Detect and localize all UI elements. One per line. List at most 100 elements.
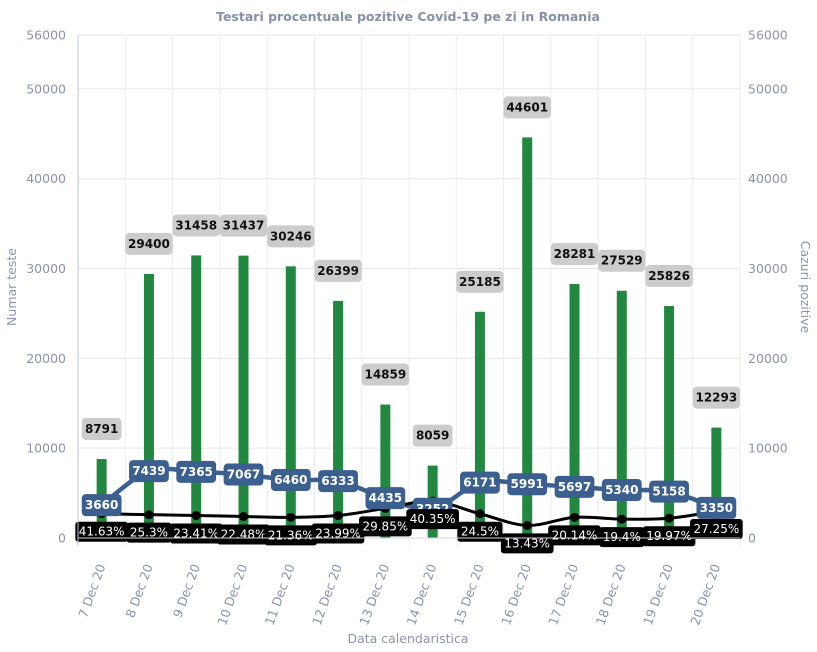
bar-label-box: [645, 265, 693, 288]
y-tick-label-left: 0: [58, 531, 66, 546]
point-percent: [239, 511, 248, 521]
percent-label-box: [548, 525, 601, 546]
bar-value-label: 12293: [695, 391, 737, 405]
bar: [143, 273, 154, 538]
x-tick-label: 13 Dec 20: [356, 562, 392, 627]
point-percent: [144, 510, 154, 520]
cases-value-label: 5991: [511, 477, 544, 491]
x-tick-label: 15 Dec 20: [451, 562, 487, 627]
percent-label-box: [599, 527, 645, 548]
bar-value-label: 29400: [128, 237, 170, 251]
percent-value-label: 21.36%: [268, 528, 314, 542]
y-tick-label-right: 10000: [748, 441, 788, 456]
y-tick-label-left: 56000: [26, 28, 66, 43]
chart-title: Testari procentuale pozitive Covid-19 pe…: [216, 9, 600, 24]
cases-value-label: 5697: [558, 480, 591, 494]
bar-label-box: [503, 96, 551, 119]
percent-value-label: 24.5%: [461, 525, 499, 539]
percent-value-label: 41.63%: [79, 525, 125, 539]
point-percent: [475, 509, 485, 519]
x-axis-title: Data calendaristica: [347, 631, 468, 646]
y-tick-label-right: 56000: [748, 28, 788, 43]
cases-label-box: [81, 494, 122, 517]
bar-label-box: [456, 270, 504, 293]
cases-label-box: [365, 487, 406, 510]
percent-value-label: 29.85%: [362, 519, 408, 533]
percent-label-box: [311, 523, 365, 544]
bar: [711, 427, 722, 538]
cases-label-box: [460, 471, 500, 494]
point-percent: [333, 511, 343, 521]
percent-value-label: 13.43%: [504, 536, 550, 550]
bar: [569, 283, 580, 538]
bar-value-label: 31437: [223, 219, 265, 233]
y-tick-label-left: 10000: [26, 441, 66, 456]
bar: [474, 311, 485, 538]
percent-value-label: 25.3%: [130, 526, 168, 540]
grid-lines: [77, 34, 741, 546]
data-labels: 8791 29400 31458 31437 30246 26399 14859 8059 25…: [75, 96, 743, 554]
point-percent: [617, 514, 627, 524]
cases-label-box: [601, 479, 642, 502]
bar-label-box: [125, 232, 173, 255]
y-tick-label-right: 50000: [748, 81, 788, 96]
bar-value-label: 25185: [459, 275, 501, 289]
bar: [616, 290, 627, 538]
percent-value-label: 19.4%: [603, 530, 641, 544]
cases-value-label: 7365: [180, 465, 213, 479]
y-tick-label-right: 30000: [748, 261, 788, 276]
y-axis-title-left: Numar teste: [4, 248, 19, 326]
bar-value-label: 14859: [364, 368, 406, 382]
bar-label-box: [412, 424, 453, 447]
bar-value-label: 8059: [416, 429, 449, 443]
y-tick-label-right: 20000: [748, 351, 788, 366]
bar: [380, 404, 391, 538]
percent-label-box: [75, 521, 128, 542]
x-tick-label: 16 Dec 20: [498, 562, 534, 627]
cases-label-box: [318, 470, 358, 493]
cases-label-box: [696, 496, 737, 519]
cases-value-label: 6460: [274, 473, 307, 487]
bar-label-box: [81, 418, 122, 441]
bar-value-label: 8791: [85, 422, 118, 436]
cases-value-label: 7067: [227, 468, 260, 482]
bar: [285, 266, 296, 538]
cases-label-box: [270, 468, 311, 491]
bar-value-label: 26399: [317, 264, 359, 278]
x-tick-label: 19 Dec 20: [640, 562, 676, 627]
y-tick-label-left: 50000: [26, 81, 66, 96]
y-tick-label-left: 20000: [26, 351, 66, 366]
x-tick-label: 14 Dec 20: [403, 562, 439, 627]
cases-value-label: 5340: [605, 483, 638, 497]
bar: [238, 255, 249, 539]
bar-label-box: [219, 214, 268, 237]
percent-label-box: [359, 516, 412, 537]
cases-label-box: [223, 463, 264, 486]
percent-label-box: [690, 519, 743, 540]
bar: [191, 255, 202, 538]
percent-value-label: 27.25%: [693, 522, 739, 536]
bar-label-box: [692, 386, 740, 409]
y-axis-title-right: Cazuri pozitive: [798, 241, 813, 334]
x-tick-label: 10 Dec 20: [214, 562, 250, 627]
y-tick-label-left: 30000: [26, 261, 66, 276]
point-percent: [570, 512, 579, 522]
x-tick-label: 17 Dec 20: [545, 562, 581, 627]
point-percent: [191, 511, 201, 521]
y-tick-label-left: 40000: [26, 171, 66, 186]
x-tick-label: 11 Dec 20: [262, 562, 298, 627]
bar-label-box: [267, 225, 315, 248]
cases-value-label: 3350: [700, 501, 733, 515]
point-percent: [664, 513, 674, 523]
percent-value-label: 40.35%: [410, 512, 456, 526]
percent-value-label: 23.99%: [315, 527, 361, 541]
x-tick-label: 20 Dec 20: [687, 562, 723, 627]
cases-label-box: [129, 460, 169, 483]
point-percent: [286, 512, 296, 522]
cases-label-box: [649, 480, 689, 503]
percent-value-label: 19.97%: [646, 529, 692, 543]
cases-value-label: 7439: [132, 464, 165, 478]
bar-label-box: [314, 259, 362, 282]
bar-value-label: 44601: [506, 100, 548, 114]
